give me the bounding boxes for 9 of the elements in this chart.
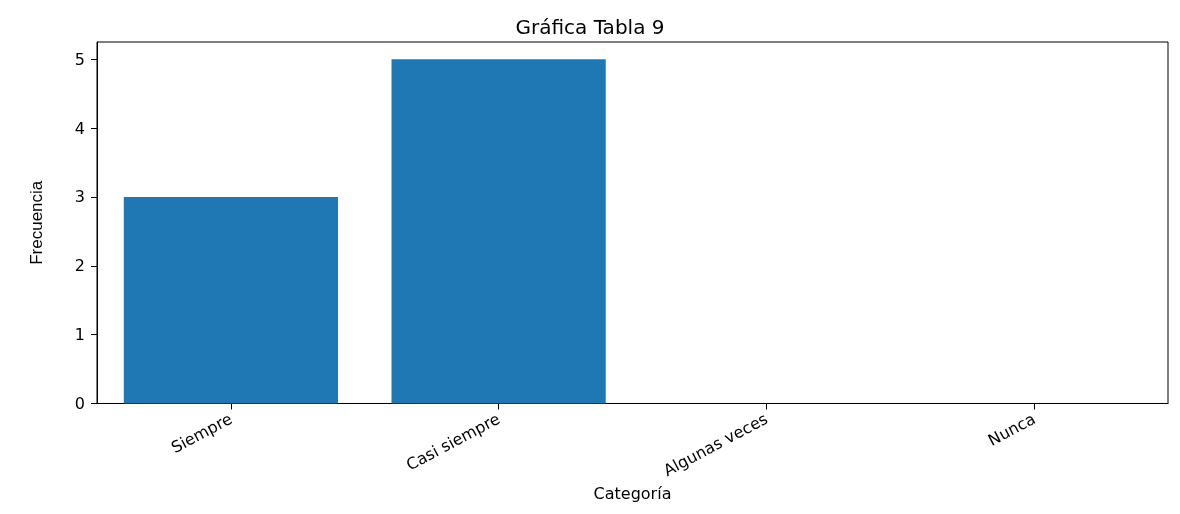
y-axis-title: Frecuencia — [27, 180, 46, 265]
y-tick-label: 1 — [74, 325, 85, 345]
y-tick-label: 2 — [74, 256, 85, 276]
chart-title: Gráfica Tabla 9 — [515, 15, 665, 39]
y-tick-label: 3 — [74, 187, 85, 207]
x-axis-title: Categoría — [593, 483, 672, 503]
y-tick-label: 4 — [74, 118, 85, 138]
y-tick-label: 0 — [74, 393, 85, 413]
y-tick-label: 5 — [74, 49, 85, 69]
